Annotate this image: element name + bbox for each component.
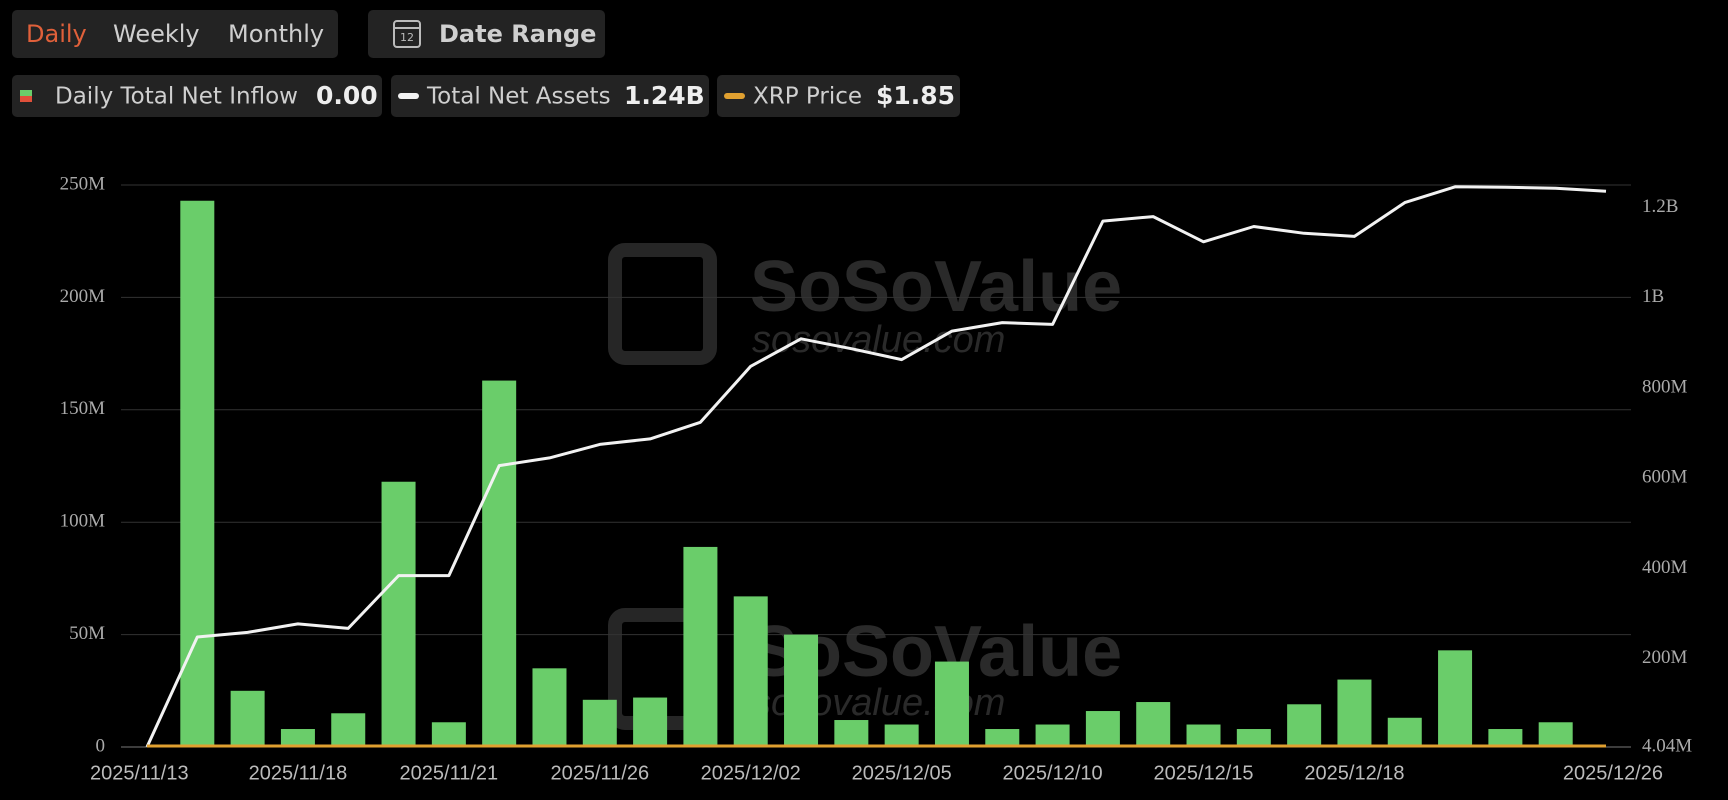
x-tick-label: 2025/12/26 xyxy=(1563,762,1663,784)
date-range-button[interactable] xyxy=(368,10,605,58)
y-tick-label: 0 xyxy=(96,735,106,756)
bar xyxy=(834,720,869,747)
bar xyxy=(482,380,517,747)
bar xyxy=(884,724,919,747)
bar xyxy=(1488,729,1523,747)
legend-swatch xyxy=(398,93,419,99)
y2-tick-label: 600M xyxy=(1642,467,1688,488)
y-tick-label: 250M xyxy=(60,173,106,194)
date-range-label[interactable]: Date Range xyxy=(439,20,596,48)
bar xyxy=(280,729,315,747)
legend-value: 0.00 xyxy=(316,81,378,110)
y-tick-label: 50M xyxy=(69,623,105,644)
tab-daily[interactable]: Daily xyxy=(26,20,87,48)
y-tick-label: 100M xyxy=(60,511,106,532)
bar xyxy=(381,481,416,747)
bar xyxy=(1387,717,1422,747)
legend-label: Total Net Assets xyxy=(426,84,611,110)
legend-swatch xyxy=(20,90,32,96)
tab-monthly[interactable]: Monthly xyxy=(228,20,324,48)
watermark-brand: SoSoValue xyxy=(750,247,1122,327)
bar xyxy=(985,729,1020,747)
bar xyxy=(1035,724,1070,747)
x-tick-label: 2025/12/18 xyxy=(1304,762,1404,784)
bar xyxy=(532,668,567,747)
y2-tick-label: 4.04M xyxy=(1642,735,1692,756)
y2-tick-label: 1B xyxy=(1642,286,1664,307)
x-tick-label: 2025/11/21 xyxy=(400,762,499,784)
legend-label: Daily Total Net Inflow xyxy=(55,84,298,110)
bar xyxy=(1438,650,1473,747)
bar xyxy=(180,200,215,748)
bar xyxy=(1287,704,1322,747)
bar xyxy=(934,661,969,747)
bar xyxy=(733,596,768,747)
bar xyxy=(1186,724,1221,747)
legend-swatch xyxy=(724,93,745,99)
legend-swatch xyxy=(20,96,32,102)
bar xyxy=(1085,711,1120,747)
x-tick-label: 2025/11/26 xyxy=(550,762,649,784)
y2-tick-label: 800M xyxy=(1642,376,1688,397)
bar xyxy=(633,697,668,747)
x-tick-label: 2025/12/10 xyxy=(1003,762,1103,784)
x-tick-label: 2025/11/18 xyxy=(249,762,348,784)
x-tick-label: 2025/12/02 xyxy=(701,762,801,784)
bar xyxy=(784,634,819,747)
y-tick-label: 200M xyxy=(60,286,106,307)
legend-value: $1.85 xyxy=(876,81,955,110)
bar xyxy=(683,546,718,747)
bar xyxy=(331,713,366,747)
legend-label: XRP Price xyxy=(753,84,862,110)
line xyxy=(145,185,1607,748)
tab-weekly[interactable]: Weekly xyxy=(113,20,200,48)
legend-chip xyxy=(12,75,382,117)
bar xyxy=(1136,702,1171,747)
x-tick-label: 2025/11/13 xyxy=(90,762,189,784)
bar xyxy=(431,722,466,747)
calendar-icon xyxy=(393,20,421,48)
y2-tick-label: 200M xyxy=(1642,647,1688,668)
y2-tick-label: 400M xyxy=(1642,557,1688,578)
legend-value: 1.24B xyxy=(624,81,705,110)
tab-group xyxy=(12,10,338,58)
calendar-icon-day: 12 xyxy=(400,31,414,44)
y2-tick-label: 1.2B xyxy=(1642,196,1678,217)
bar xyxy=(1538,722,1573,747)
bar xyxy=(1236,729,1271,747)
legend-chip xyxy=(717,75,960,117)
bar xyxy=(582,699,617,747)
bar xyxy=(230,690,265,747)
x-tick-label: 2025/12/05 xyxy=(852,762,952,784)
x-tick-label: 2025/12/15 xyxy=(1153,762,1253,784)
legend-chip xyxy=(391,75,709,117)
bar xyxy=(1337,679,1372,747)
y-tick-label: 150M xyxy=(60,398,106,419)
